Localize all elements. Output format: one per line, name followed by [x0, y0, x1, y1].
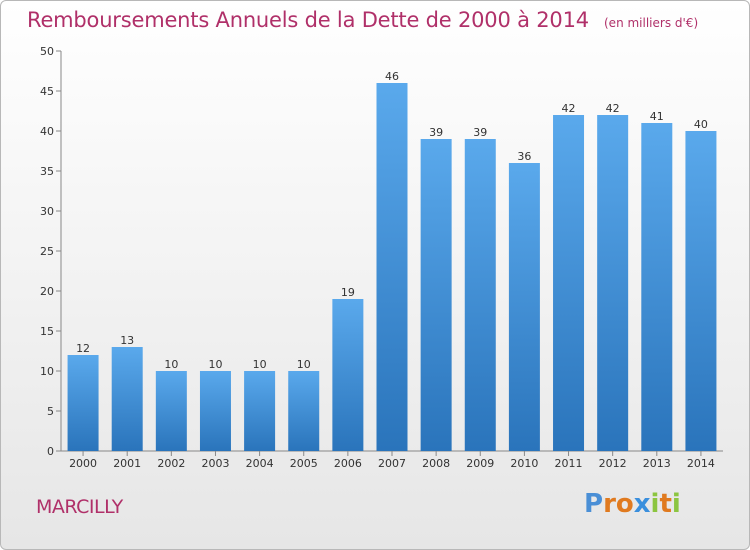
data-label: 19 — [341, 286, 355, 299]
logo-letter: x — [633, 489, 651, 519]
y-tick-label: 45 — [40, 85, 54, 98]
x-tick-label: 2009 — [466, 457, 494, 470]
x-tick-label: 2006 — [334, 457, 362, 470]
bar — [67, 355, 99, 451]
bar — [420, 139, 452, 451]
x-tick-label: 2004 — [246, 457, 274, 470]
bar — [508, 163, 540, 451]
title-block: Remboursements Annuels de la Dette de 20… — [27, 8, 698, 32]
data-label: 12 — [76, 342, 90, 355]
bar — [553, 115, 585, 451]
x-tick-label: 2013 — [643, 457, 671, 470]
chart-unit-label: (en milliers d'€) — [604, 16, 699, 30]
x-tick-label: 2002 — [157, 457, 185, 470]
data-label: 10 — [164, 358, 178, 371]
labels: 0 5 10 15 20 25 30 35 40 45 50 2000 12 2001 13 2002 10 20… — [40, 45, 715, 470]
x-tick-label: 2011 — [555, 457, 583, 470]
data-label: 13 — [120, 334, 134, 347]
bar — [332, 299, 364, 451]
data-label: 40 — [694, 118, 708, 131]
logo-letter: i — [650, 489, 660, 519]
bar — [288, 371, 320, 451]
data-label: 10 — [253, 358, 267, 371]
x-tick-label: 2000 — [69, 457, 97, 470]
x-tick-label: 2012 — [599, 457, 627, 470]
bar — [597, 115, 629, 451]
y-tick-label: 20 — [40, 285, 54, 298]
y-tick-label: 15 — [40, 325, 54, 338]
logo-letter: P — [584, 489, 604, 519]
y-tick-label: 30 — [40, 205, 54, 218]
data-label: 42 — [562, 102, 576, 115]
x-tick-label: 2003 — [201, 457, 229, 470]
bar — [376, 83, 408, 451]
x-tick-label: 2014 — [687, 457, 715, 470]
logo-letter: r — [603, 489, 616, 519]
x-tick-label: 2007 — [378, 457, 406, 470]
logo-letter: i — [671, 489, 681, 519]
bar — [199, 371, 231, 451]
y-tick-label: 10 — [40, 365, 54, 378]
x-tick-label: 2008 — [422, 457, 450, 470]
data-label: 36 — [517, 150, 531, 163]
chart-title: Remboursements Annuels de la Dette de 20… — [27, 8, 589, 32]
bar — [111, 347, 143, 451]
bar — [464, 139, 496, 451]
data-label: 39 — [429, 126, 443, 139]
y-tick-label: 40 — [40, 125, 54, 138]
x-tick-label: 2005 — [290, 457, 318, 470]
y-tick-label: 5 — [47, 405, 54, 418]
bar — [155, 371, 187, 451]
y-tick-label: 0 — [47, 445, 54, 458]
data-label: 39 — [473, 126, 487, 139]
data-label: 10 — [297, 358, 311, 371]
x-tick-label: 2010 — [510, 457, 538, 470]
bar — [244, 371, 276, 451]
logo-letter: o — [615, 489, 634, 519]
x-tick-label: 2001 — [113, 457, 141, 470]
proxiti-logo[interactable]: Proxiti — [584, 489, 681, 519]
data-label: 10 — [208, 358, 222, 371]
data-label: 42 — [606, 102, 620, 115]
data-label: 41 — [650, 110, 664, 123]
y-tick-label: 50 — [40, 45, 54, 58]
y-tick-label: 25 — [40, 245, 54, 258]
bar — [685, 131, 717, 451]
bar — [641, 123, 673, 451]
commune-name: MARCILLY — [36, 496, 123, 518]
bars — [67, 83, 717, 451]
data-label: 46 — [385, 70, 399, 83]
logo-letter: t — [659, 489, 672, 519]
y-tick-label: 35 — [40, 165, 54, 178]
